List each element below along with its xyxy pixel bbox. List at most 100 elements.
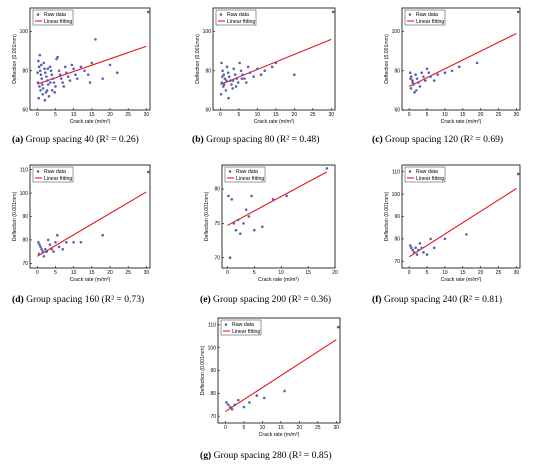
legend-label-raw: Raw data xyxy=(227,12,249,18)
data-point xyxy=(325,167,329,170)
data-point xyxy=(226,71,230,75)
y-tick-label: 100 xyxy=(203,29,212,35)
data-point xyxy=(46,79,49,82)
data-point xyxy=(241,73,244,76)
legend-label-raw: Raw data xyxy=(236,169,258,175)
data-point xyxy=(37,59,40,63)
x-tick-label: 5 xyxy=(253,270,256,276)
data-point xyxy=(54,85,57,88)
data-point xyxy=(336,325,340,329)
y-tick-label: 80 xyxy=(210,391,216,397)
data-point xyxy=(417,248,420,252)
x-tick-label: 25 xyxy=(125,270,131,276)
data-point xyxy=(432,79,436,82)
data-point xyxy=(227,194,230,198)
panel-caption-letter: (d) xyxy=(12,294,24,305)
data-point xyxy=(259,73,263,76)
x-tick-label: 0 xyxy=(219,112,222,118)
panel-caption-letter: (a) xyxy=(12,134,23,145)
x-tick-label: 0 xyxy=(36,112,39,118)
data-point xyxy=(412,251,416,254)
data-point xyxy=(242,222,245,225)
x-tick-label: 25 xyxy=(496,112,502,118)
data-point xyxy=(222,73,226,76)
data-point xyxy=(42,61,46,65)
data-point xyxy=(234,85,238,88)
panel-caption-letter: (b) xyxy=(192,134,204,145)
panel-caption: (a) Group spacing 40 (R² = 0.26) xyxy=(12,134,139,145)
data-point xyxy=(418,242,422,245)
data-point xyxy=(228,256,232,260)
data-point xyxy=(108,63,112,67)
data-point xyxy=(274,61,278,65)
data-point xyxy=(252,228,256,232)
data-point xyxy=(234,228,238,232)
x-tick-label: 10 xyxy=(71,270,77,276)
data-point xyxy=(227,75,231,78)
data-point xyxy=(422,75,425,78)
data-point xyxy=(115,71,119,75)
panel-b: 0 5 10 15 20 25 30 60 80 100 Crack rate (m/m²) Defl… xyxy=(192,7,336,145)
y-tick-label: 80 xyxy=(205,68,211,74)
data-point xyxy=(422,251,425,254)
x-axis-label: Crack rate (m/m²) xyxy=(70,119,111,125)
data-point xyxy=(79,240,83,244)
data-point xyxy=(38,243,41,246)
plot-frame xyxy=(29,7,151,111)
y-axis-label: Deflection (0.001mm) xyxy=(204,191,210,241)
data-point xyxy=(262,396,266,400)
data-point xyxy=(90,61,94,65)
panel-a: 0 5 10 15 20 25 30 60 80 100 Crack rate (m/m²) Defl… xyxy=(12,7,151,145)
data-point xyxy=(423,79,427,82)
y-tick-label: 100 xyxy=(392,192,401,198)
panel-caption: (d) Group spacing 160 (R² = 0.73) xyxy=(12,294,144,305)
data-point xyxy=(223,77,227,80)
y-tick-label: 110 xyxy=(392,169,400,175)
x-tick-label: 10 xyxy=(442,112,448,118)
y-tick-label: 60 xyxy=(394,108,400,114)
data-point xyxy=(220,81,224,84)
x-tick-label: 30 xyxy=(329,112,335,118)
y-tick-label: 90 xyxy=(22,214,28,220)
data-point xyxy=(51,77,55,80)
data-point xyxy=(475,61,479,65)
x-tick-label: 20 xyxy=(478,270,484,276)
x-tick-label: 20 xyxy=(292,112,298,118)
legend-marker-raw xyxy=(408,170,412,173)
data-point xyxy=(55,57,58,61)
data-point xyxy=(228,405,232,409)
data-point xyxy=(52,250,55,253)
data-point xyxy=(411,79,414,82)
data-point xyxy=(231,87,234,90)
data-point xyxy=(45,75,48,78)
panel-caption-letter: (e) xyxy=(200,294,211,305)
data-point xyxy=(409,246,413,250)
data-point xyxy=(53,91,57,94)
data-point xyxy=(47,94,51,98)
y-tick-label: 110 xyxy=(20,167,28,173)
data-point xyxy=(50,247,54,251)
x-tick-label: 20 xyxy=(332,270,338,276)
data-point xyxy=(225,79,228,82)
data-point xyxy=(54,240,57,244)
data-point xyxy=(146,10,150,14)
data-point xyxy=(412,83,415,86)
data-point xyxy=(40,77,43,80)
y-tick-label: 70 xyxy=(214,255,220,261)
data-point xyxy=(72,67,75,71)
data-point xyxy=(43,247,47,251)
data-point xyxy=(44,91,48,94)
panel-caption-text: Group spacing 40 (R² = 0.26) xyxy=(23,134,139,145)
x-axis-label: Crack rate (m/m²) xyxy=(254,119,295,125)
data-point xyxy=(49,81,52,84)
data-point xyxy=(411,248,415,252)
x-tick-label: 5 xyxy=(237,112,240,118)
data-point xyxy=(41,250,45,253)
x-tick-label: 15 xyxy=(278,425,284,431)
x-tick-label: 20 xyxy=(107,270,113,276)
x-tick-label: 25 xyxy=(125,112,131,118)
panel-caption: (g) Group spacing 280 (R² = 0.85) xyxy=(200,450,332,461)
linear-fit-line xyxy=(408,33,517,87)
legend-label-fit: Linear fitting xyxy=(227,19,255,25)
